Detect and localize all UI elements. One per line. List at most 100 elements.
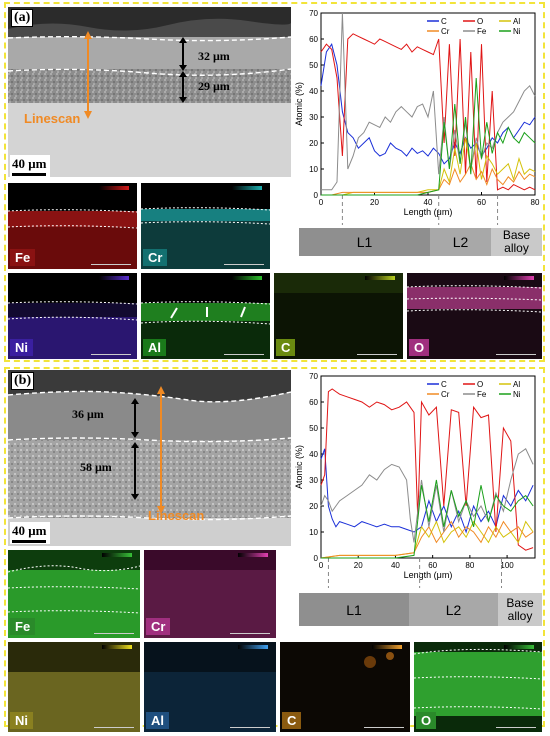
- map-colorbar-a-ni: [99, 276, 129, 280]
- legend-label-a-al: Al: [513, 17, 520, 26]
- thickness-label-b1: 36 μm: [72, 407, 104, 421]
- map-scalebar-b-fe: [94, 633, 134, 634]
- map-label-b-al: Al: [146, 712, 169, 729]
- layer-base-a: Base alloy: [491, 228, 542, 256]
- plot-area-b: [320, 375, 536, 559]
- map-scalebar-a-al: [224, 354, 264, 355]
- x-tick-label-a-2: 40: [424, 198, 433, 207]
- x-tick-label-b-4: 80: [465, 561, 474, 570]
- eds-map-b-al: Al: [144, 642, 276, 732]
- layer-l2-b: L2: [409, 593, 498, 626]
- legend-label-b-c: C: [441, 380, 447, 389]
- map-label-b-ni: Ni: [10, 712, 33, 729]
- y-tick-label-b-0: 0: [314, 554, 319, 563]
- sem-image-a-art: [8, 7, 291, 177]
- legend-label-b-ni: Ni: [513, 390, 521, 399]
- linescan-label-b: Linescan: [148, 508, 205, 523]
- map-label-a-c: C: [276, 339, 296, 356]
- scale-bar-label-b: 40 μm: [12, 523, 47, 538]
- layer-base-b: Base alloy: [498, 593, 542, 626]
- y-tick-label-b-7: 70: [309, 372, 318, 381]
- y-tick-label-b-3: 30: [309, 476, 318, 485]
- y-tick-label-b-4: 40: [309, 450, 318, 459]
- eds-map-a-al: Al: [141, 273, 270, 359]
- map-label-b-cr: Cr: [146, 618, 171, 635]
- legend-label-a-o: O: [477, 17, 483, 26]
- y-tick-label-b-6: 60: [309, 398, 318, 407]
- linescan-chart-a-svg: 0 20 40 60 80 0 10 20 30 40 50 60 70 Length (μm) Atomi…: [294, 9, 540, 225]
- sem-image-b-art: [8, 370, 291, 546]
- layer-bar-a: L1 L2 Base alloy: [299, 228, 542, 256]
- eds-map-b-ni: Ni: [8, 642, 140, 732]
- y-tick-label-a-4: 40: [309, 87, 318, 96]
- y-axis-label-a: Atomic (%): [294, 82, 304, 126]
- series-line-a-o: [320, 33, 536, 191]
- map-scalebar-b-c: [364, 727, 404, 728]
- y-tick-label-b-1: 10: [309, 528, 318, 537]
- x-tick-label-a-0: 0: [319, 198, 324, 207]
- series-line-a-cr: [321, 162, 536, 196]
- scale-bar-line-a: [12, 173, 47, 176]
- eds-map-a-o-art: [407, 273, 542, 359]
- x-tick-label-a-1: 20: [370, 198, 379, 207]
- eds-map-b-cr: Cr: [144, 550, 276, 638]
- map-scalebar-a-c: [357, 354, 397, 355]
- x-tick-label-b-3: 60: [428, 561, 437, 570]
- x-tick-label-b-2: 40: [391, 561, 400, 570]
- map-label-b-fe: Fe: [10, 618, 36, 635]
- map-scalebar-a-o: [496, 354, 536, 355]
- panel-label-b: (b): [11, 372, 35, 390]
- series-line-a-fe: [321, 12, 536, 191]
- legend-label-a-c: C: [441, 17, 447, 26]
- map-colorbar-b-cr: [238, 553, 268, 557]
- eds-map-b-c: C: [280, 642, 410, 732]
- map-scalebar-b-al: [230, 727, 270, 728]
- eds-map-b-cr-art: [144, 550, 276, 638]
- map-colorbar-b-o: [504, 645, 534, 649]
- legend-label-a-fe: Fe: [477, 27, 487, 36]
- map-colorbar-a-c: [365, 276, 395, 280]
- legend-label-b-al: Al: [513, 380, 520, 389]
- y-tick-label-a-1: 10: [309, 165, 318, 174]
- y-tick-label-a-6: 60: [309, 35, 318, 44]
- eds-map-b-ni-art: [8, 642, 140, 732]
- layer-l2-a: L2: [430, 228, 491, 256]
- map-label-a-cr: Cr: [143, 249, 168, 266]
- y-tick-label-a-7: 70: [309, 9, 318, 18]
- sem-image-b: (b) 36 μm 58 μm Linescan 40 μm: [8, 370, 291, 546]
- y-tick-label-a-2: 20: [309, 139, 318, 148]
- legend-label-b-cr: Cr: [441, 390, 450, 399]
- eds-map-a-fe: Fe: [8, 183, 137, 269]
- eds-map-a-c-art: [274, 273, 403, 359]
- x-tick-label-b-5: 100: [500, 561, 514, 570]
- legend-label-a-cr: Cr: [441, 27, 450, 36]
- map-colorbar-a-cr: [232, 186, 262, 190]
- legend-label-a-ni: Ni: [513, 27, 521, 36]
- y-tick-label-a-5: 50: [309, 61, 318, 70]
- series-line-b-ni: [321, 479, 534, 559]
- scale-bar-b: 40 μm: [10, 522, 51, 544]
- series-line-b-cr: [320, 520, 534, 559]
- thickness-label-b2: 58 μm: [80, 460, 112, 474]
- panel-a-frame: [4, 2, 545, 362]
- eds-map-a-ni: Ni: [8, 273, 137, 359]
- eds-map-a-o: O: [407, 273, 542, 359]
- y-tick-label-b-5: 50: [309, 424, 318, 433]
- eds-map-a-cr: Cr: [141, 183, 270, 269]
- eds-map-b-c-art: [280, 642, 410, 732]
- eds-map-b-fe-art: [8, 550, 140, 638]
- map-colorbar-a-o: [504, 276, 534, 280]
- layer-l1-b: L1: [299, 593, 409, 626]
- map-label-a-o: O: [409, 339, 430, 356]
- y-axis-label-b: Atomic (%): [294, 445, 304, 489]
- series-line-b-c: [320, 448, 534, 534]
- legend-label-b-o: O: [477, 380, 483, 389]
- x-tick-label-a-4: 80: [531, 198, 540, 207]
- map-colorbar-b-ni: [102, 645, 132, 649]
- plot-area-a: [320, 12, 536, 196]
- map-colorbar-a-fe: [99, 186, 129, 190]
- map-scalebar-a-ni: [91, 354, 131, 355]
- eds-map-b-o: O: [414, 642, 542, 732]
- map-label-b-c: C: [282, 712, 302, 729]
- map-scalebar-a-cr: [224, 264, 264, 265]
